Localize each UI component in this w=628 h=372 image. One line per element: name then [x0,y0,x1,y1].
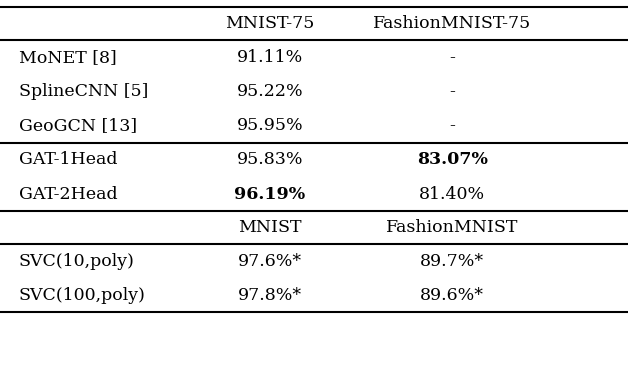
Text: -: - [449,49,455,66]
Text: 91.11%: 91.11% [237,49,303,66]
Text: SplineCNN [5]: SplineCNN [5] [19,83,148,100]
Text: 96.19%: 96.19% [234,186,306,203]
Text: SVC(100,poly): SVC(100,poly) [19,287,146,304]
Text: GeoGCN [13]: GeoGCN [13] [19,117,137,134]
Text: MNIST: MNIST [238,219,302,236]
Text: -: - [449,117,455,134]
Text: MNIST-75: MNIST-75 [225,15,315,32]
Text: GAT-2Head: GAT-2Head [19,186,117,203]
Text: -: - [449,83,455,100]
Text: FashionMNIST-75: FashionMNIST-75 [373,15,531,32]
Text: SVC(10,poly): SVC(10,poly) [19,253,135,270]
Text: 89.7%*: 89.7%* [420,253,484,270]
Text: GAT-1Head: GAT-1Head [19,151,117,169]
Text: 97.6%*: 97.6%* [238,253,302,270]
Text: MoNET [8]: MoNET [8] [19,49,117,66]
Text: 83.07%: 83.07% [417,151,487,169]
Text: FashionMNIST: FashionMNIST [386,219,518,236]
Text: 89.6%*: 89.6%* [420,287,484,304]
Text: 95.83%: 95.83% [237,151,303,169]
Text: 81.40%: 81.40% [419,186,485,203]
Text: 95.22%: 95.22% [237,83,303,100]
Text: 95.95%: 95.95% [237,117,303,134]
Text: 97.8%*: 97.8%* [238,287,302,304]
